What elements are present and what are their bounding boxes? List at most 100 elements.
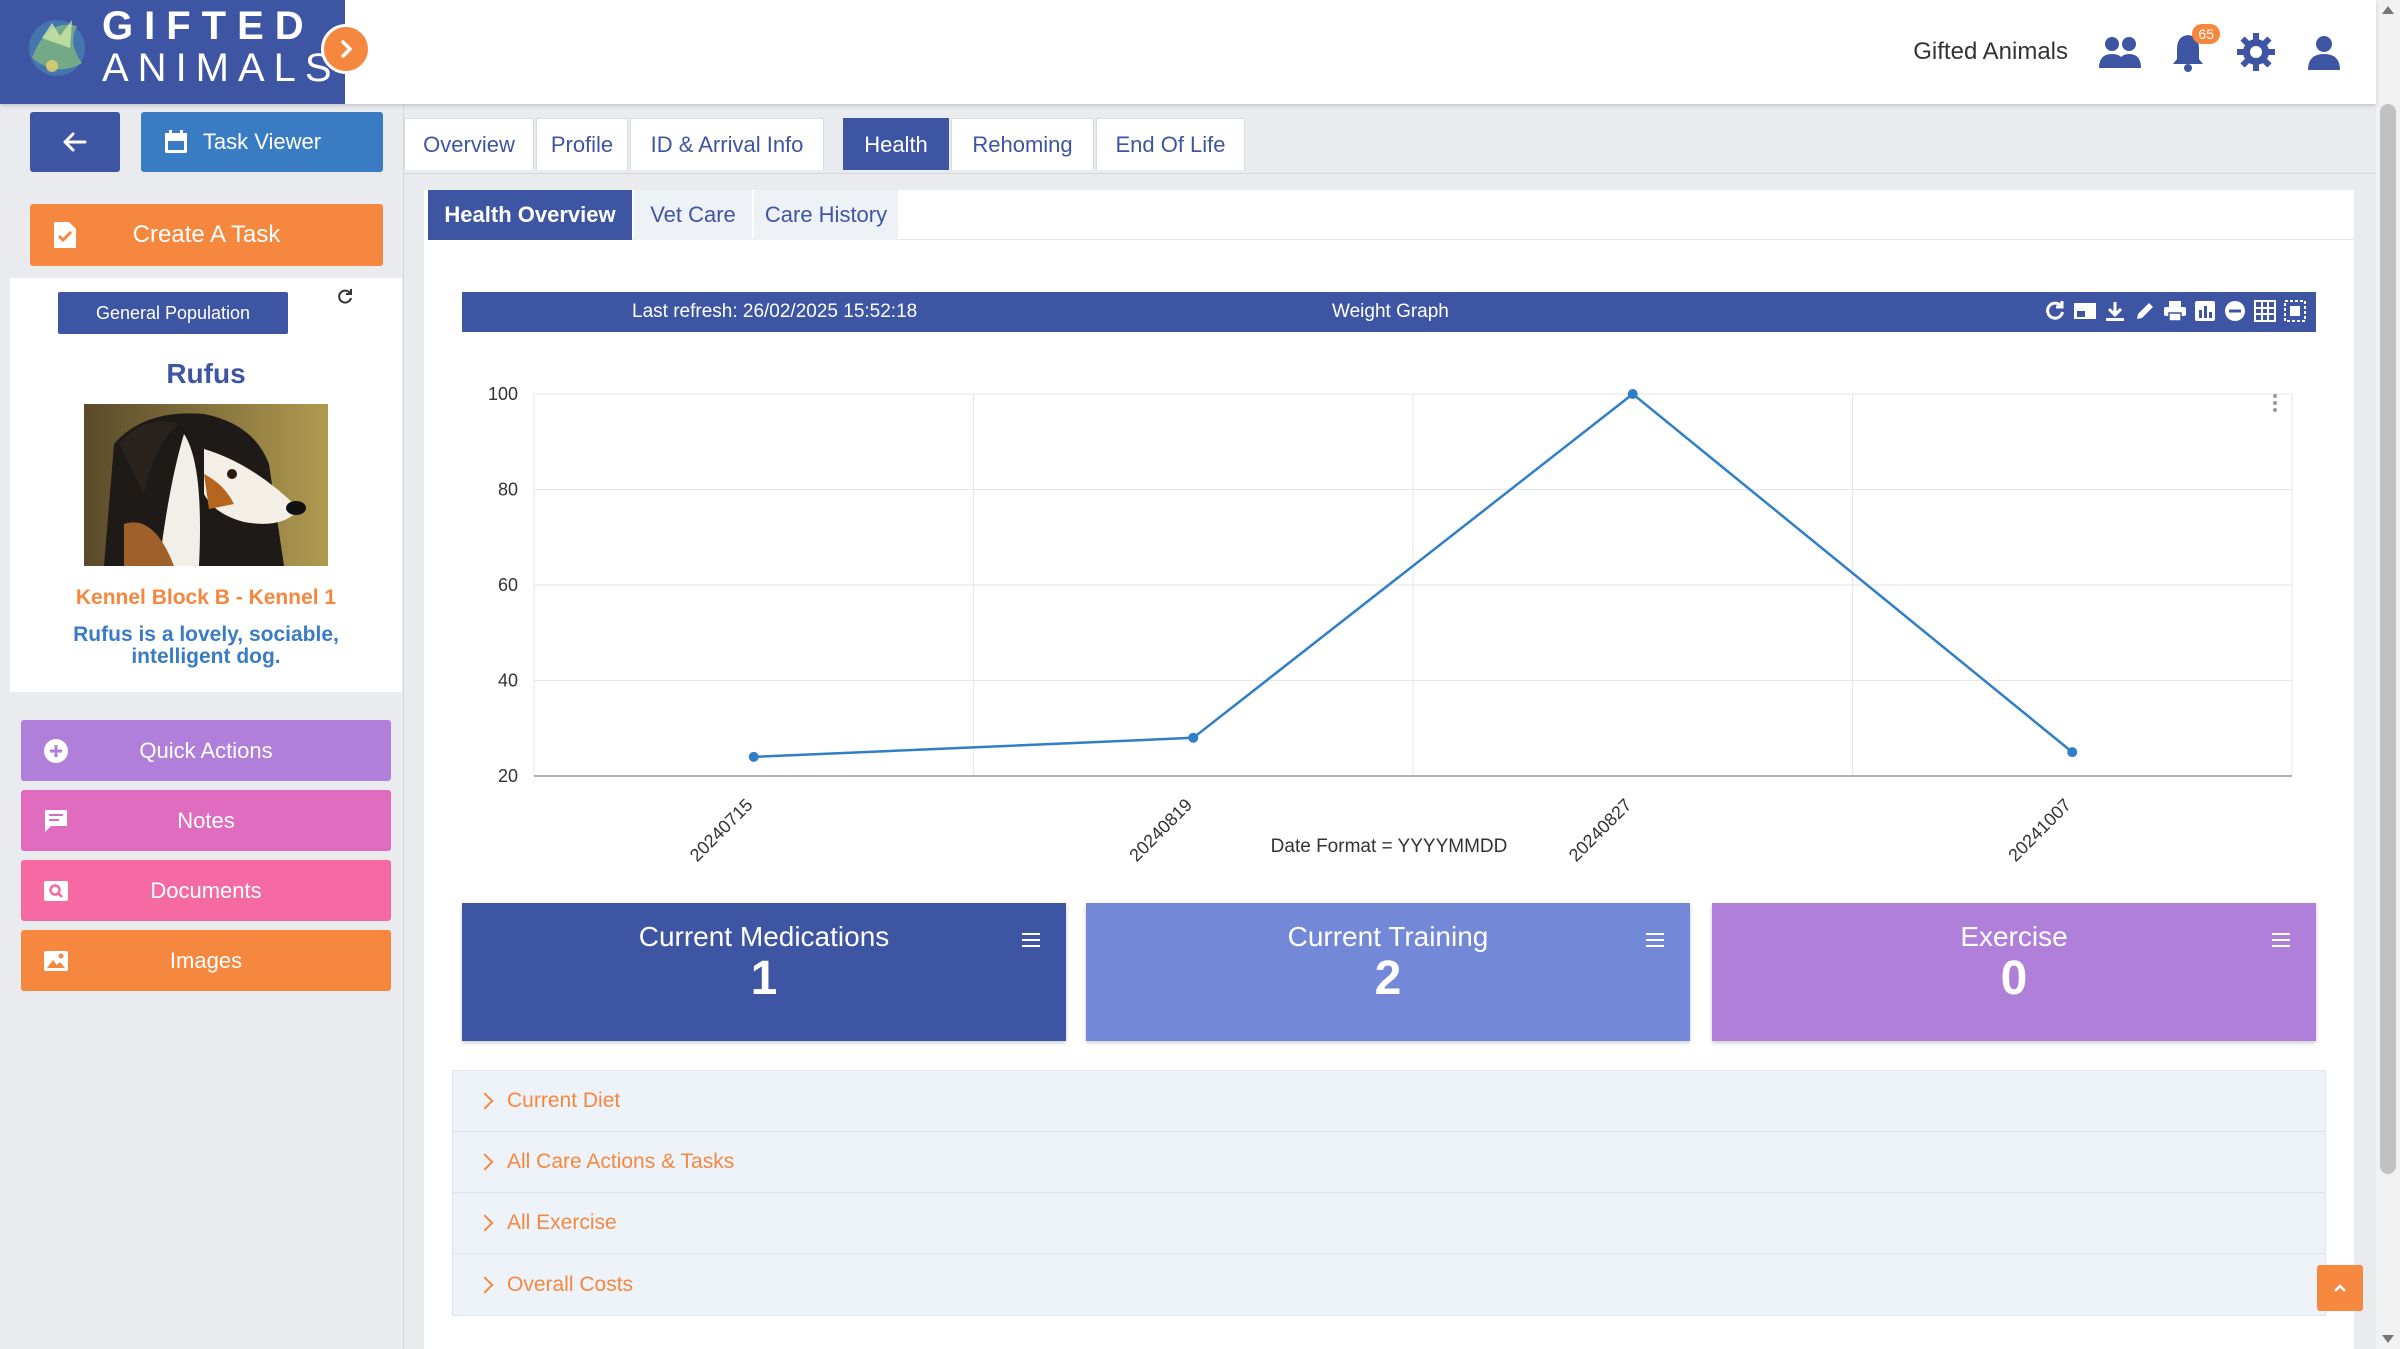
accordion-all-care-actions[interactable]: All Care Actions & Tasks xyxy=(453,1132,2325,1193)
accordion-label: Current Diet xyxy=(507,1089,621,1112)
fullscreen-icon[interactable] xyxy=(2282,298,2308,324)
refresh-icon[interactable] xyxy=(2042,298,2068,324)
chevron-right-icon xyxy=(476,1153,494,1171)
search-document-icon xyxy=(41,876,71,906)
chart-tools xyxy=(2042,298,2308,324)
tab-profile[interactable]: Profile xyxy=(536,118,628,170)
hamburger-menu-icon[interactable] xyxy=(1022,933,1040,951)
tile-title: Current Medications xyxy=(638,921,890,952)
scroll-up-arrow[interactable] xyxy=(2382,6,2394,14)
health-accordion: Current Diet All Care Actions & Tasks Al… xyxy=(452,1070,2326,1316)
health-subtabs: Health Overview Vet Care Care History xyxy=(428,190,2354,240)
kennel-location: Kennel Block B - Kennel 1 xyxy=(75,586,337,609)
users-icon[interactable] xyxy=(2098,30,2142,74)
notes-label: Notes xyxy=(177,807,235,833)
x-tick-label: 20240827 xyxy=(1565,795,1636,866)
tab-health[interactable]: Health xyxy=(843,118,949,170)
task-viewer-button[interactable]: Task Viewer xyxy=(141,112,383,172)
accordion-current-diet[interactable]: Current Diet xyxy=(453,1071,2325,1132)
x-tick-label: 20241007 xyxy=(2004,795,2075,866)
animal-profile-card: General Population Rufus Kennel Block B … xyxy=(10,278,402,692)
exercise-tile[interactable]: Exercise 0 xyxy=(1712,903,2316,1041)
y-tick-label: 20 xyxy=(498,766,518,786)
create-task-button[interactable]: Create A Task xyxy=(30,204,383,266)
notification-count-badge: 65 xyxy=(2192,24,2220,44)
x-tick-label: 20240715 xyxy=(686,795,757,866)
data-point[interactable] xyxy=(748,751,759,762)
animal-name: Rufus xyxy=(166,358,246,389)
data-point[interactable] xyxy=(1627,389,1638,399)
print-icon[interactable] xyxy=(2162,298,2188,324)
file-check-icon xyxy=(50,220,80,250)
task-viewer-label: Task Viewer xyxy=(202,129,322,154)
logo-text-animals: ANIMALS xyxy=(102,46,341,90)
scroll-down-arrow[interactable] xyxy=(2382,1335,2394,1343)
y-axis-ticks: 100 80 60 40 20 xyxy=(488,384,518,786)
table-icon[interactable] xyxy=(2252,298,2278,324)
accordion-all-exercise[interactable]: All Exercise xyxy=(453,1193,2325,1254)
image-icon xyxy=(41,946,71,976)
accordion-label: All Exercise xyxy=(507,1211,617,1234)
organization-name: Gifted Animals xyxy=(1913,38,2068,65)
current-training-tile[interactable]: Current Training 2 xyxy=(1086,903,1690,1041)
user-icon[interactable] xyxy=(2302,30,2346,74)
y-tick-label: 100 xyxy=(488,384,518,404)
tab-overview[interactable]: Overview xyxy=(404,118,534,170)
edit-icon[interactable] xyxy=(2132,298,2158,324)
logo-mark-icon xyxy=(29,20,85,76)
logo-text-gifted: GIFTED xyxy=(102,4,315,48)
tab-id-arrival-info[interactable]: ID & Arrival Info xyxy=(630,118,824,170)
data-point[interactable] xyxy=(2067,747,2078,758)
weight-series-line xyxy=(753,392,2074,759)
accordion-label: Overall Costs xyxy=(507,1272,634,1296)
chart-menu-icon[interactable] xyxy=(2273,394,2277,412)
page-scrollbar[interactable] xyxy=(2376,0,2400,1349)
download-icon[interactable] xyxy=(2102,298,2128,324)
images-label: Images xyxy=(169,947,243,973)
image-export-icon[interactable] xyxy=(2072,298,2098,324)
notes-button[interactable]: Notes xyxy=(21,790,391,851)
chart-grid xyxy=(533,393,2293,777)
chevron-right-icon xyxy=(476,1092,494,1110)
tile-title: Exercise xyxy=(1960,921,2068,952)
back-button[interactable] xyxy=(30,112,120,172)
tile-value: 0 xyxy=(2000,952,2028,1005)
main-content: Overview Profile ID & Arrival Info Healt… xyxy=(404,104,2376,1349)
quick-actions-button[interactable]: Quick Actions xyxy=(21,720,391,781)
chevron-up-icon xyxy=(2334,1284,2346,1292)
subtab-vet-care[interactable]: Vet Care xyxy=(634,190,752,240)
minus-circle-icon[interactable] xyxy=(2222,298,2248,324)
create-task-label: Create A Task xyxy=(132,221,281,248)
tab-rehoming[interactable]: Rehoming xyxy=(951,118,1094,170)
population-button[interactable]: General Population xyxy=(58,292,288,334)
animal-description: Rufus is a lovely, sociable, intelligent… xyxy=(73,623,339,668)
data-point[interactable] xyxy=(1188,732,1199,743)
record-tabs: Overview Profile ID & Arrival Info Healt… xyxy=(404,118,2376,174)
chevron-right-icon xyxy=(341,40,352,58)
gear-icon[interactable] xyxy=(2234,30,2278,74)
bar-chart-icon[interactable] xyxy=(2192,298,2218,324)
refresh-icon[interactable] xyxy=(336,288,354,311)
hamburger-menu-icon[interactable] xyxy=(2272,933,2290,951)
current-medications-tile[interactable]: Current Medications 1 xyxy=(462,903,1066,1041)
tile-value: 2 xyxy=(1374,952,1402,1005)
scroll-to-top-button[interactable] xyxy=(2317,1265,2363,1311)
scroll-thumb[interactable] xyxy=(2380,104,2396,1174)
accordion-overall-costs[interactable]: Overall Costs xyxy=(453,1254,2325,1315)
x-tick-label: 20240819 xyxy=(1125,795,1196,866)
tile-value: 1 xyxy=(750,952,778,1005)
animal-photo xyxy=(84,404,328,566)
app-logo[interactable]: GIFTED ANIMALS xyxy=(0,0,345,104)
images-button[interactable]: Images xyxy=(21,930,391,991)
bell-icon[interactable]: 65 xyxy=(2166,24,2220,74)
documents-button[interactable]: Documents xyxy=(21,860,391,921)
chart-title: Weight Graph xyxy=(1332,301,1449,322)
top-header: GIFTED ANIMALS Gifted Animals 65 xyxy=(0,0,2376,104)
hamburger-menu-icon[interactable] xyxy=(1646,933,1664,951)
subtab-health-overview[interactable]: Health Overview xyxy=(428,190,632,240)
sidebar-toggle-button[interactable] xyxy=(321,24,371,74)
tab-end-of-life[interactable]: End Of Life xyxy=(1096,118,1245,170)
weight-line-chart: 100 80 60 40 20 20240715 20240819 20240827 2024… xyxy=(488,384,2293,866)
last-refresh-text: Last refresh: 26/02/2025 15:52:18 xyxy=(632,301,918,322)
subtab-care-history[interactable]: Care History xyxy=(754,190,898,240)
